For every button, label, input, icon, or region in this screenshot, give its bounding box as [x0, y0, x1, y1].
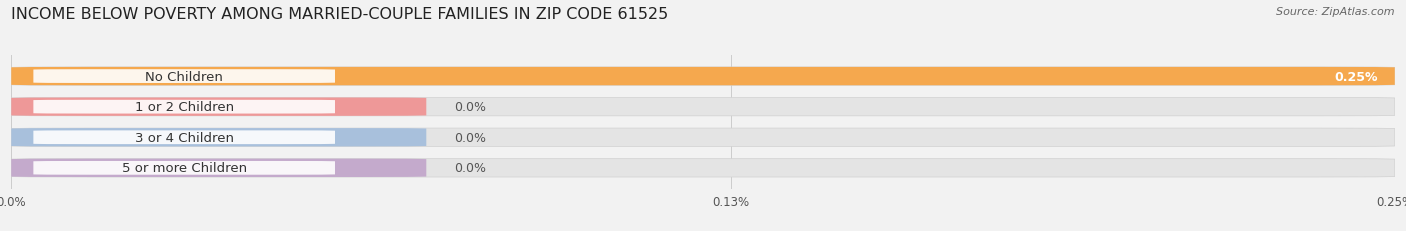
Text: 0.0%: 0.0% — [454, 162, 486, 175]
FancyBboxPatch shape — [34, 100, 335, 114]
FancyBboxPatch shape — [11, 98, 1395, 116]
FancyBboxPatch shape — [11, 98, 426, 116]
Text: 1 or 2 Children: 1 or 2 Children — [135, 101, 233, 114]
FancyBboxPatch shape — [11, 128, 426, 147]
FancyBboxPatch shape — [11, 128, 1395, 147]
Text: INCOME BELOW POVERTY AMONG MARRIED-COUPLE FAMILIES IN ZIP CODE 61525: INCOME BELOW POVERTY AMONG MARRIED-COUPL… — [11, 7, 668, 22]
FancyBboxPatch shape — [34, 161, 335, 175]
Text: Source: ZipAtlas.com: Source: ZipAtlas.com — [1277, 7, 1395, 17]
Text: No Children: No Children — [145, 70, 224, 83]
FancyBboxPatch shape — [11, 159, 426, 177]
Text: 0.0%: 0.0% — [454, 131, 486, 144]
Text: 3 or 4 Children: 3 or 4 Children — [135, 131, 233, 144]
FancyBboxPatch shape — [11, 159, 1395, 177]
Text: 0.0%: 0.0% — [454, 101, 486, 114]
FancyBboxPatch shape — [34, 131, 335, 145]
Text: 5 or more Children: 5 or more Children — [122, 162, 246, 175]
FancyBboxPatch shape — [11, 68, 1395, 86]
Text: 0.25%: 0.25% — [1334, 70, 1378, 83]
FancyBboxPatch shape — [11, 68, 1395, 86]
FancyBboxPatch shape — [34, 70, 335, 84]
